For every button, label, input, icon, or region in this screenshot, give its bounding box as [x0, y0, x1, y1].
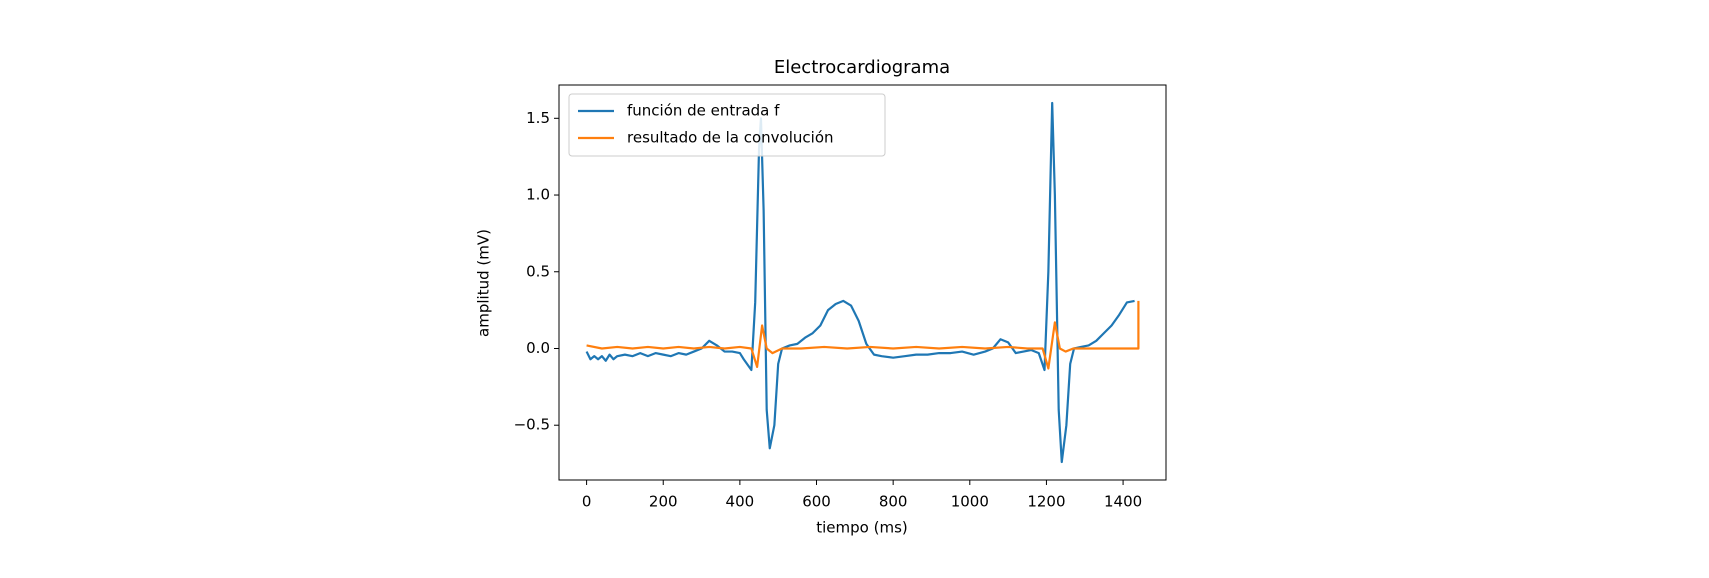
y-tick-label: 0.0 [526, 339, 550, 357]
y-tick-label: 1.5 [526, 109, 550, 127]
chart-title: Electrocardiograma [774, 57, 950, 78]
x-tick-label: 1200 [1027, 493, 1065, 511]
x-tick-label: 800 [879, 493, 908, 511]
series-line [585, 101, 1135, 464]
legend-box [568, 93, 886, 157]
series-line [586, 300, 1140, 370]
axes-frame [558, 84, 1167, 481]
y-tick-label: −0.5 [514, 416, 550, 434]
x-tick-label: 600 [802, 493, 831, 511]
x-axis-label: tiempo (ms) [816, 519, 908, 537]
x-tick-label: 1400 [1104, 493, 1142, 511]
x-tick-label: 200 [649, 493, 678, 511]
legend-label: resultado de la convolución [627, 129, 834, 147]
y-axis-label: amplitud (mV) [475, 229, 493, 337]
x-tick-label: 0 [582, 493, 592, 511]
legend-label: función de entrada f [627, 102, 780, 120]
y-tick-label: 0.5 [526, 262, 550, 280]
y-tick-label: 1.0 [526, 186, 550, 204]
x-tick-label: 1000 [951, 493, 989, 511]
x-tick-label: 400 [726, 493, 755, 511]
